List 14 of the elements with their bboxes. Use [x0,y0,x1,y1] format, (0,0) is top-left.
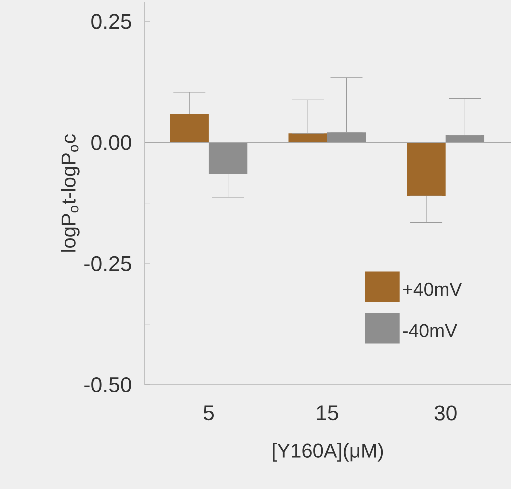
legend-label: -40mV [403,324,458,338]
x-tick-label: 15 [317,406,338,421]
bar [407,142,446,196]
legend-label: +40mV [403,282,462,296]
bar [170,114,209,143]
x-tick-label: 5 [204,406,214,421]
y-tick-label: -0.50 [84,377,132,393]
y-tick-label: -0.25 [84,256,132,272]
x-axis-title: [Y160A](μM) [273,443,384,462]
bar [288,134,328,143]
y-tick-label: 0.00 [92,135,132,150]
y-tick-label: 0.25 [92,14,132,30]
x-tick-label: 30 [434,406,457,421]
y-axis-title: logP$_{o}$t-logP$_{o}$c [61,134,80,252]
